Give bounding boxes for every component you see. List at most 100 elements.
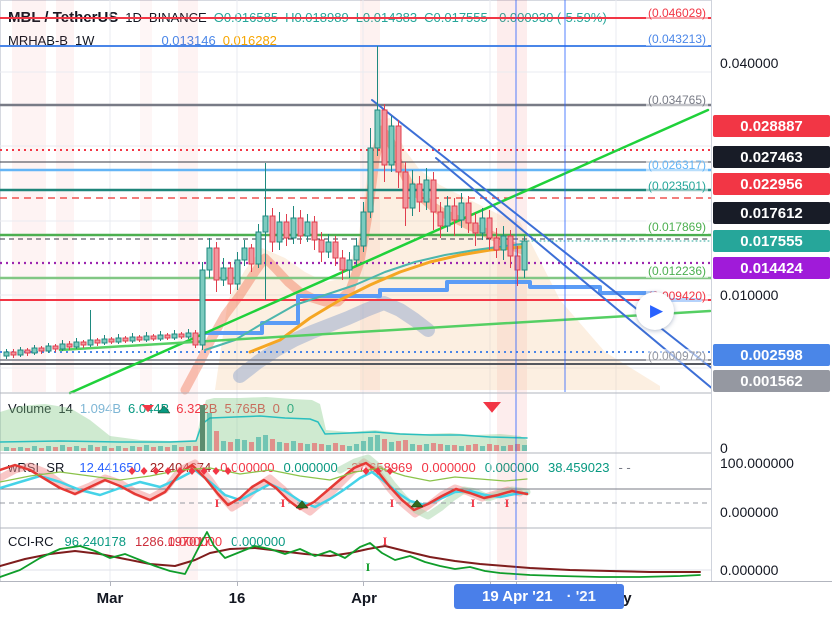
indicator-row-mrhab[interactable]: MRHAB-B 1W 0.013146 0.016282 xyxy=(8,33,277,48)
candle-body xyxy=(248,247,255,265)
price-scale-tick: 0.040000 xyxy=(720,55,779,71)
candle-body xyxy=(24,349,31,354)
volume-bar xyxy=(445,445,450,451)
ohlc-value: O0.016585 xyxy=(213,10,279,25)
indicator-name-mrhab[interactable]: MRHAB-B xyxy=(8,33,68,48)
indicator-name-cci[interactable]: CCI-RC xyxy=(8,534,54,549)
volume-bar xyxy=(424,444,429,451)
symbol-header[interactable]: MBL / TetherUS 1D BINANCE O0.016585 H0.01… xyxy=(8,9,607,26)
price-scale-badge: 0.002598 xyxy=(713,344,830,366)
volume-bar xyxy=(102,446,107,451)
indicator-length-volume: 14 xyxy=(58,401,73,416)
candle-body xyxy=(367,147,374,213)
session-highlight-band xyxy=(140,0,152,392)
candle-body xyxy=(192,332,199,346)
time-scale-tick xyxy=(237,582,238,586)
candle-body xyxy=(416,183,423,203)
price-scale-tick: 0.000000 xyxy=(720,562,779,578)
price-scale-badge: 0.028887 xyxy=(713,115,830,137)
volume-bar xyxy=(172,445,177,451)
buy-signal-triangle xyxy=(410,499,424,508)
price-scale-badge: 0.001562 xyxy=(713,370,830,392)
trend-line xyxy=(0,415,528,443)
trend-line xyxy=(204,243,523,351)
price-scale-tick: 0 xyxy=(720,440,728,456)
price-scale-tick: 0.000000 xyxy=(720,504,779,520)
volume-bar xyxy=(382,439,387,451)
volume-bar xyxy=(473,444,478,451)
candle-body xyxy=(395,125,402,173)
price-scale-badge: 0.017555 xyxy=(713,230,830,252)
volume-bar xyxy=(263,435,268,451)
cci-value: 0.000000 xyxy=(231,534,286,549)
play-icon: ▶ xyxy=(649,301,664,320)
volume-bar xyxy=(459,446,464,451)
wrsi-value: 0.000000 xyxy=(421,460,476,475)
indicator-ribbon xyxy=(233,296,435,383)
volume-value: 0 xyxy=(286,401,295,416)
indicator-row-volume[interactable]: Volume 14 1.094B 6.044B 6.322B 5.765B 0 0 xyxy=(8,401,294,416)
candle-body xyxy=(52,345,59,350)
wrsi-value: 0.000000 xyxy=(484,460,539,475)
signal-i-mark: I xyxy=(215,496,220,510)
candle-body xyxy=(108,338,115,343)
time-scale-label: Apr xyxy=(351,590,377,607)
candle-body xyxy=(94,339,101,344)
indicator-name-wrsi[interactable]: wRSI_SR xyxy=(8,460,65,475)
cci-value: 96.240178 xyxy=(64,534,126,549)
candle-body xyxy=(45,345,52,352)
candle-body xyxy=(80,341,87,346)
volume-bar xyxy=(298,443,303,451)
trend-line xyxy=(248,245,524,354)
indicator-values-volume: 1.094B 6.044B 6.322B 5.765B 0 0 xyxy=(80,401,294,416)
symbol-name[interactable]: MBL / TetherUS xyxy=(8,9,119,26)
go-to-realtime-button[interactable]: ▶ xyxy=(636,292,674,330)
candle-body xyxy=(73,341,80,348)
volume-bar xyxy=(11,448,16,451)
indicator-row-wrsi[interactable]: wRSI_SR 12.441650 22.404674 0.000000 0.0000… xyxy=(8,460,631,475)
signal-i-mark: I xyxy=(366,560,371,574)
indicator-row-cci[interactable]: CCI-RC 96.240178 1286.197017 0.000000 0.000… xyxy=(8,534,285,549)
candle-body xyxy=(430,179,437,213)
mrhab-value: 0.016282 xyxy=(222,33,277,48)
wrsi-value: - - xyxy=(618,460,631,475)
interval-selector[interactable]: 1D xyxy=(125,10,142,25)
candle-body xyxy=(409,183,416,209)
candle-body xyxy=(122,337,129,342)
volume-bar xyxy=(494,445,499,451)
trend-line xyxy=(0,545,701,573)
candle-body xyxy=(3,351,10,357)
candle-body xyxy=(150,335,157,340)
candle-body xyxy=(360,211,367,247)
candle-body xyxy=(297,217,304,237)
candle-body xyxy=(346,259,353,271)
date-badge-secondary: · '21 xyxy=(566,588,596,605)
time-scale[interactable]: Mar16AprMay 19 Apr '21 · '21 xyxy=(0,581,832,622)
volume-bar xyxy=(389,442,394,451)
candle-body xyxy=(332,241,339,259)
volume-bar xyxy=(60,445,65,451)
price-scale-badge: 0.014424 xyxy=(713,257,830,279)
trend-line xyxy=(371,99,715,371)
time-scale-tick xyxy=(363,582,364,586)
candle-body xyxy=(374,109,381,149)
candle-body xyxy=(402,171,409,209)
volume-bar xyxy=(431,443,436,451)
candle-body xyxy=(283,221,290,239)
price-scale-tick: 100.000000 xyxy=(720,455,794,471)
volume-bar xyxy=(333,443,338,451)
volume-bar xyxy=(515,444,520,451)
price-level-label: (0.023501) xyxy=(645,179,708,193)
signal-i-mark: I xyxy=(281,496,286,510)
volume-bar xyxy=(235,439,240,451)
indicator-name-volume[interactable]: Volume xyxy=(8,401,52,416)
volume-bar xyxy=(375,435,380,451)
candle-body xyxy=(66,343,73,348)
indicator-fill-area xyxy=(215,118,660,390)
candle-body xyxy=(458,202,465,221)
price-level-label: (0.034765) xyxy=(645,93,708,107)
volume-bar xyxy=(109,448,114,451)
price-scale[interactable]: 0.040000 0.010000 0 100.000000 0.000000 0.000… xyxy=(711,0,832,581)
volume-bar xyxy=(95,447,100,451)
volume-bar xyxy=(249,442,254,451)
